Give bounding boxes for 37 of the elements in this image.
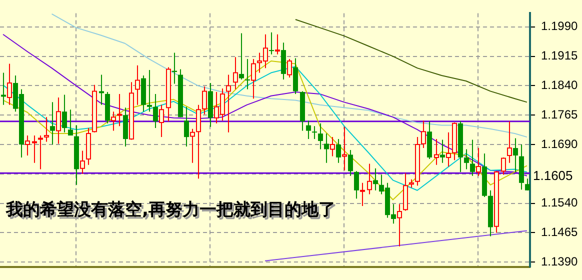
y-tick-label: 1.1390 [541, 254, 578, 268]
y-tick-label: 1.1765 [541, 107, 578, 122]
candlestick [269, 32, 274, 55]
candlestick [68, 109, 73, 136]
candlestick [184, 106, 189, 147]
candlestick [348, 149, 353, 176]
annotation: 我的希望没有落空,再努力一把就到目的地了 [6, 199, 336, 221]
y-tick-label: 1.1690 [541, 136, 578, 151]
candlestick [153, 93, 158, 129]
candlestick [318, 122, 323, 150]
candlestick [50, 102, 55, 146]
candlestick [312, 126, 317, 140]
text: 1.1605 [531, 168, 575, 183]
candlestick [123, 107, 128, 147]
candlestick [525, 178, 530, 191]
candlestick [239, 32, 244, 80]
y-tick-label: 1.1990 [541, 19, 578, 34]
candlestick [147, 70, 152, 112]
candlestick [306, 120, 311, 140]
candlestick [354, 170, 359, 200]
candlestick [62, 94, 67, 133]
y-tick-label: 1.1540 [541, 196, 578, 210]
candlestick [281, 42, 286, 80]
candlestick [513, 138, 518, 172]
candlestick [1, 72, 6, 106]
y-tick-label: 1.1465 [541, 225, 578, 240]
candlestick [336, 138, 341, 164]
candlestick [245, 58, 250, 90]
y-tick-label: 1.1915 [541, 48, 578, 63]
candlestick [464, 148, 469, 170]
candlestick [373, 168, 378, 191]
candlestick [470, 139, 475, 176]
candlestick [324, 133, 329, 164]
candlestick [99, 74, 104, 106]
candlestick [440, 139, 445, 164]
candlestick [293, 58, 298, 94]
y-tick-label: 1.1840 [541, 78, 578, 92]
